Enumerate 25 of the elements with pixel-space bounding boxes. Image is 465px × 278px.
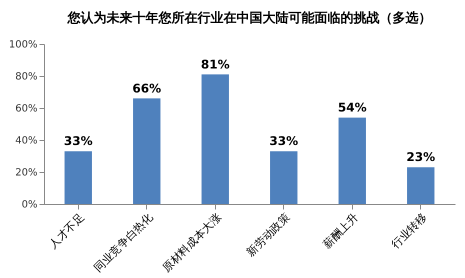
y-tick-label: 40%	[15, 136, 38, 146]
bar	[407, 167, 434, 204]
bar	[338, 118, 366, 204]
data-label: 33%	[64, 134, 93, 148]
x-tick-label: 原材料成本大涨	[160, 210, 224, 274]
x-tick-label: 同业竞争白热化	[92, 210, 156, 274]
bar	[133, 98, 160, 204]
x-tick-label: 新劳动政策	[244, 210, 292, 259]
y-tick-label: 20%	[15, 168, 38, 178]
x-tick-label: 行业转移	[388, 210, 430, 252]
data-label: 23%	[406, 150, 436, 164]
y-tick-label: 80%	[15, 72, 38, 82]
bar	[64, 151, 92, 204]
y-tick-label: 60%	[15, 104, 38, 114]
data-label: 81%	[200, 57, 230, 72]
bar	[270, 151, 298, 204]
y-tick-label: 100%	[8, 40, 38, 50]
data-label: 54%	[338, 100, 367, 115]
data-label: 66%	[132, 81, 162, 96]
bar	[202, 74, 229, 204]
y-tick-label: 0%	[22, 200, 38, 210]
x-tick-label: 薪酬上升	[320, 210, 361, 252]
chart-title: 您认为未来十年您所在行业在中国大陆可能面临的挑战（多选）	[66, 10, 432, 26]
x-tick-label: 人才不足	[46, 210, 87, 252]
data-label: 33%	[269, 134, 298, 148]
